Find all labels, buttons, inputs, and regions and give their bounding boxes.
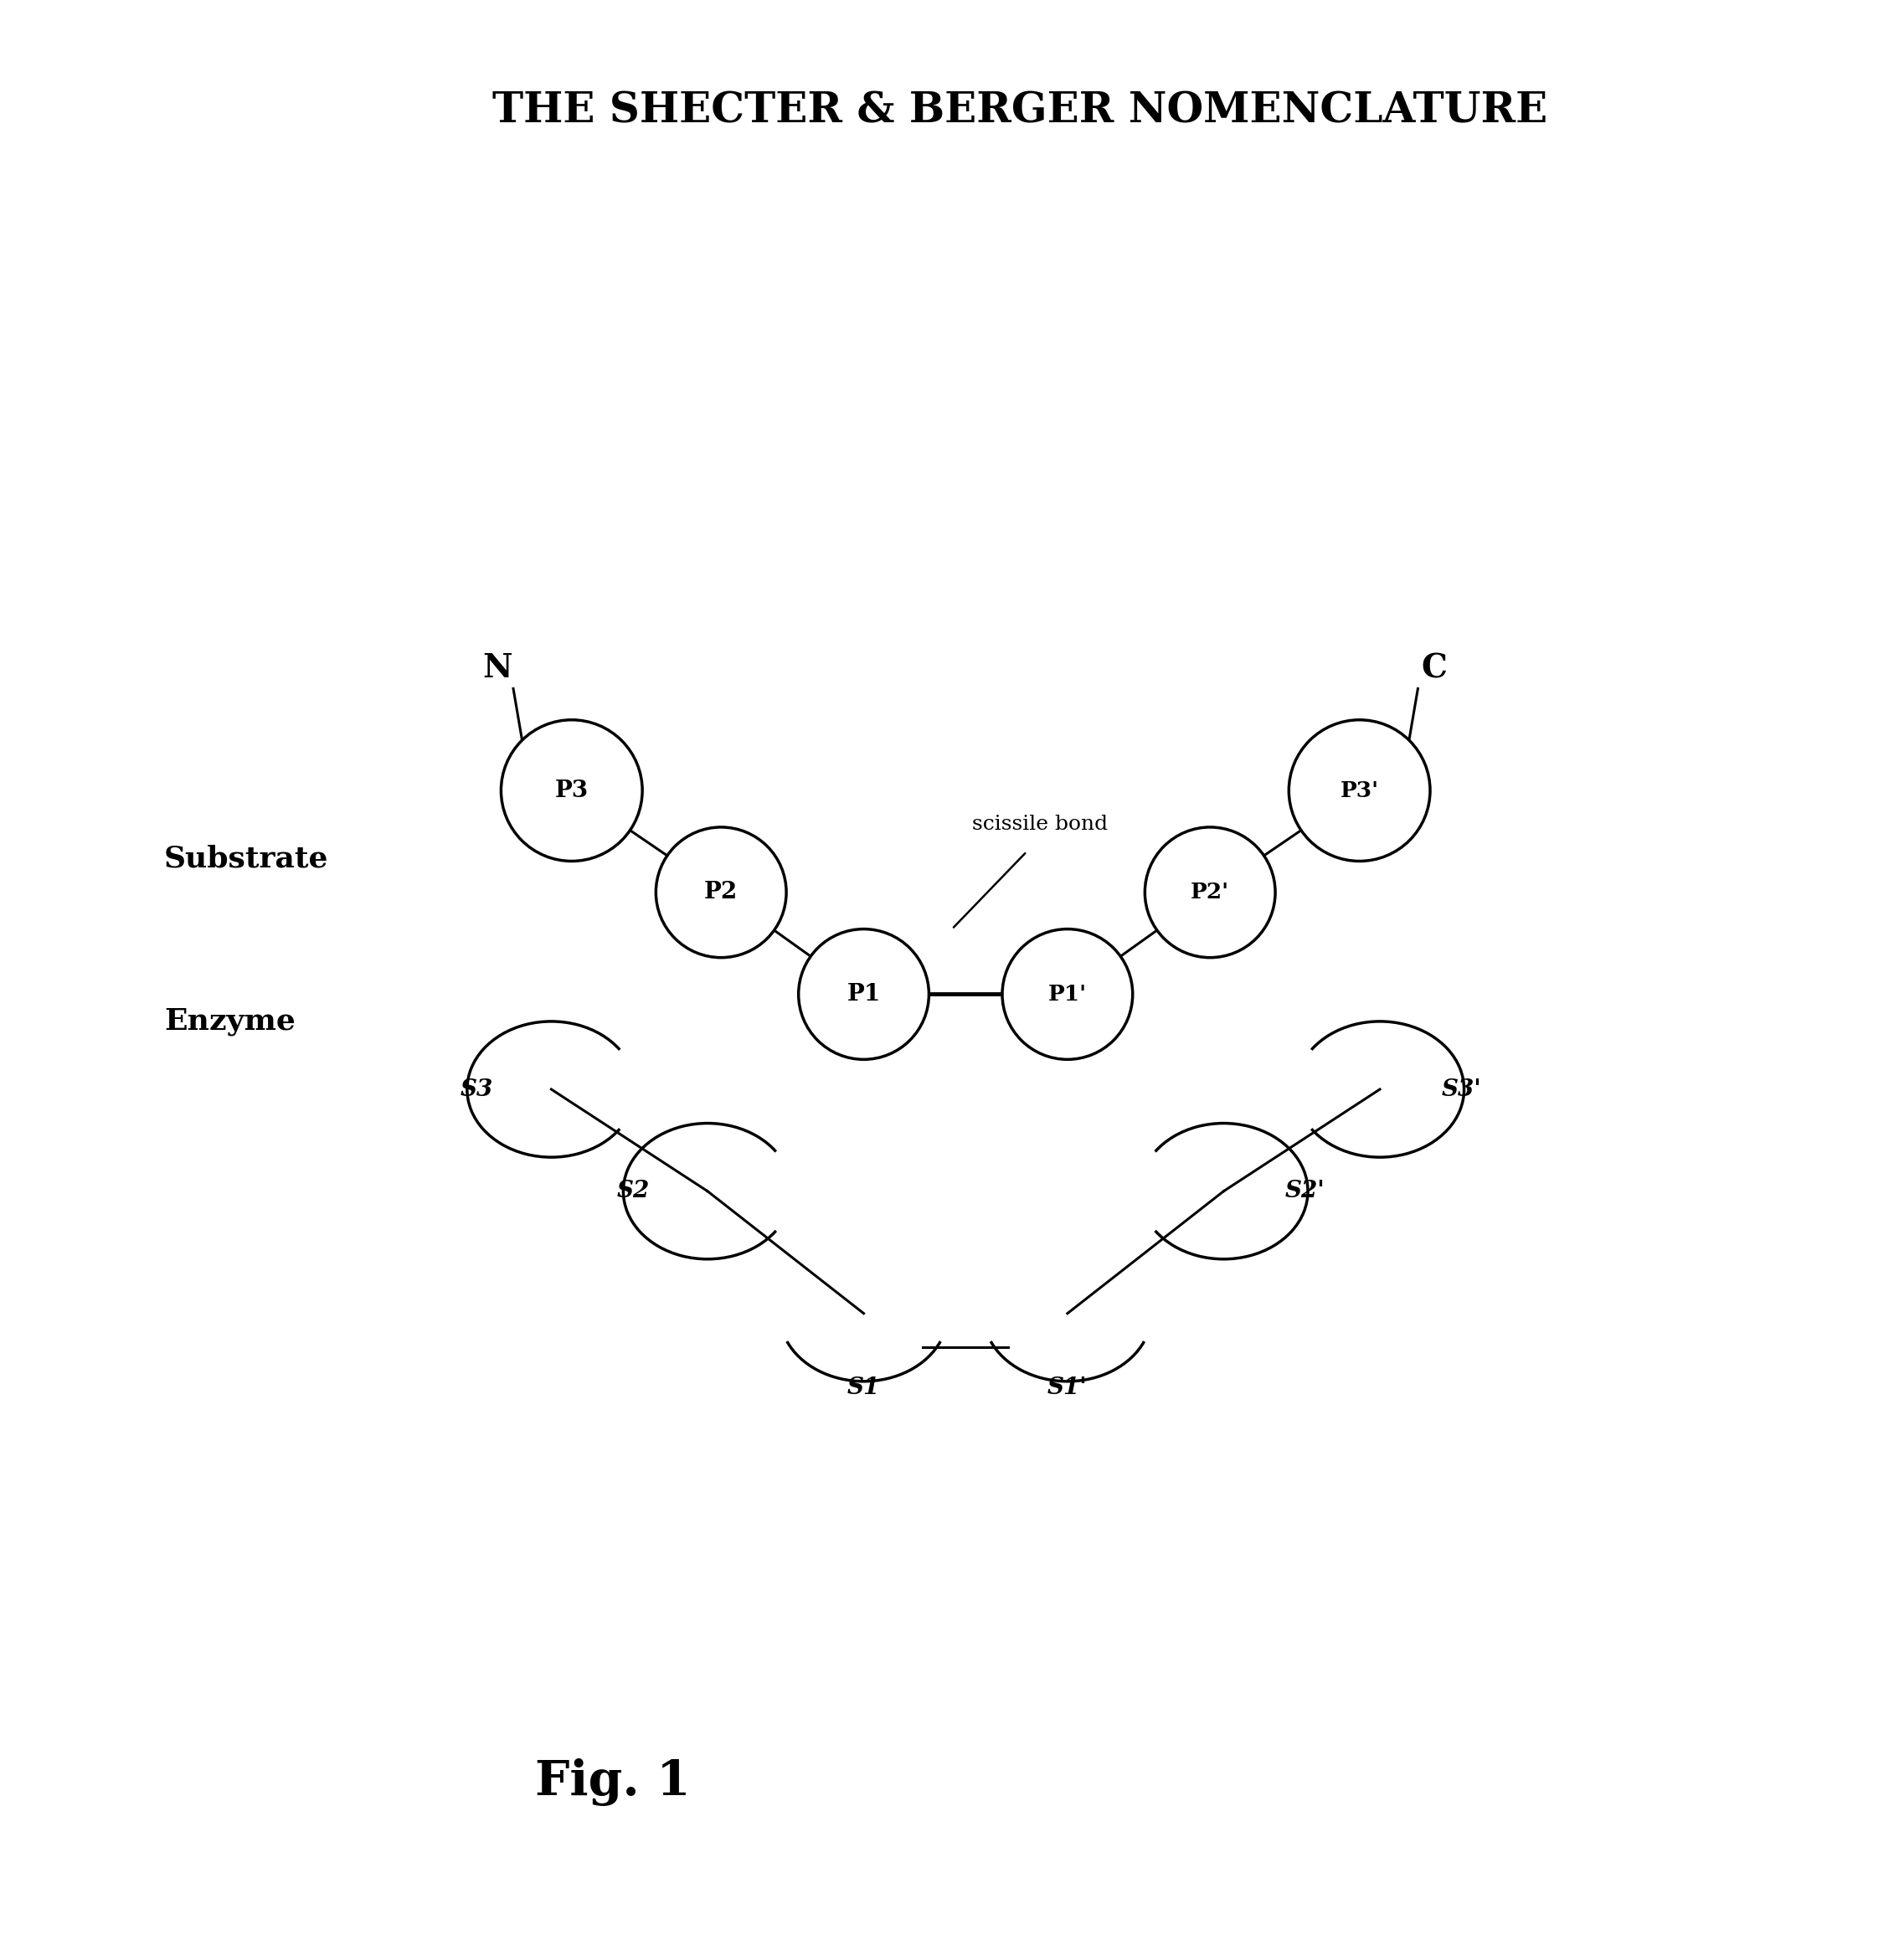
Text: S1: S1 [847,1377,880,1398]
Circle shape [655,827,786,957]
Text: scissile bond: scissile bond [973,815,1108,834]
Text: Fig. 1: Fig. 1 [535,1758,689,1805]
Text: S3: S3 [461,1078,493,1101]
Text: Enzyme: Enzyme [164,1008,295,1035]
Circle shape [1144,827,1276,957]
Text: N: N [482,652,512,685]
Circle shape [798,930,929,1060]
Circle shape [1289,720,1430,862]
Text: P1: P1 [847,982,880,1006]
Text: S3': S3' [1441,1078,1481,1101]
Text: S1': S1' [1047,1377,1087,1398]
Text: P3: P3 [554,780,588,801]
Circle shape [1002,930,1133,1060]
Text: P2: P2 [704,881,739,904]
Text: P2': P2' [1190,881,1230,902]
Text: Substrate: Substrate [164,844,329,873]
Text: C: C [1420,652,1447,685]
Text: S2: S2 [617,1181,649,1202]
Text: S2': S2' [1285,1181,1325,1202]
Text: THE SHECTER & BERGER NOMENCLATURE: THE SHECTER & BERGER NOMENCLATURE [493,91,1548,132]
Text: P1': P1' [1047,984,1087,1006]
Text: P3': P3' [1340,780,1378,801]
Circle shape [501,720,642,862]
